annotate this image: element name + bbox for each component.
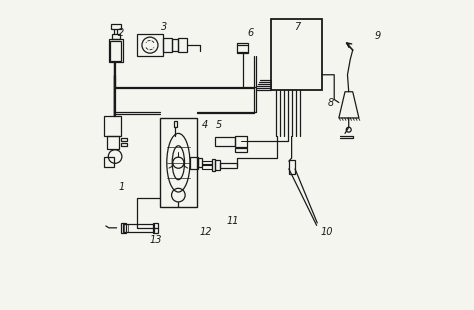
Bar xyxy=(236,135,247,147)
Bar xyxy=(198,158,202,167)
Bar xyxy=(104,157,114,167)
Bar xyxy=(174,121,177,127)
Bar xyxy=(104,117,121,136)
Bar xyxy=(121,138,127,141)
Bar xyxy=(236,148,247,152)
Bar xyxy=(160,118,197,207)
Text: 3: 3 xyxy=(161,22,168,32)
Text: 6: 6 xyxy=(248,28,254,38)
Bar xyxy=(111,24,121,29)
Bar xyxy=(107,136,119,149)
Bar xyxy=(202,166,212,169)
Bar xyxy=(110,41,121,61)
Bar xyxy=(137,34,163,56)
Text: 5: 5 xyxy=(215,120,222,130)
Text: 13: 13 xyxy=(149,235,162,245)
Bar xyxy=(215,137,236,146)
Bar xyxy=(202,161,212,164)
Bar xyxy=(220,163,237,168)
Text: 8: 8 xyxy=(328,98,334,108)
Text: 7: 7 xyxy=(294,22,301,32)
Bar xyxy=(121,143,127,146)
Bar xyxy=(163,38,172,52)
Bar xyxy=(237,43,248,53)
Text: 12: 12 xyxy=(200,227,212,237)
Bar xyxy=(112,34,120,39)
Bar xyxy=(121,223,126,233)
Bar xyxy=(271,19,322,90)
Bar xyxy=(153,223,158,233)
Bar xyxy=(109,39,123,62)
Bar xyxy=(289,160,295,174)
Text: 1: 1 xyxy=(118,182,125,193)
Text: 10: 10 xyxy=(320,227,333,237)
Text: 2: 2 xyxy=(118,28,125,38)
Bar xyxy=(190,157,198,169)
Text: 4: 4 xyxy=(201,120,208,130)
Text: 11: 11 xyxy=(226,216,239,226)
Bar xyxy=(178,38,187,52)
Bar xyxy=(212,159,215,171)
Bar xyxy=(172,39,178,51)
Bar xyxy=(215,160,220,170)
Bar xyxy=(123,224,154,232)
Text: 9: 9 xyxy=(374,31,381,41)
